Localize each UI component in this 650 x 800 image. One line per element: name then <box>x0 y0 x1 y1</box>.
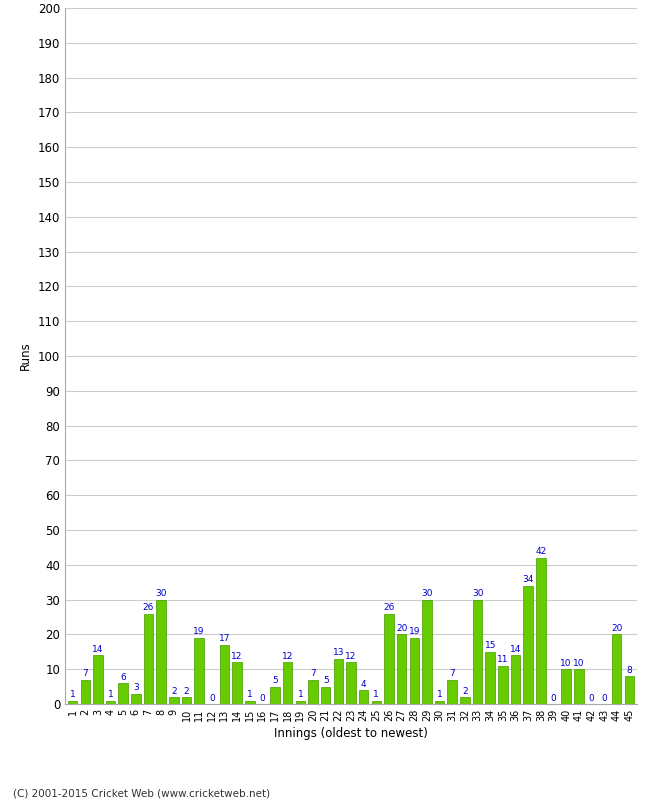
Text: 34: 34 <box>523 575 534 584</box>
Text: 13: 13 <box>333 648 344 658</box>
Text: 11: 11 <box>497 655 508 664</box>
X-axis label: Innings (oldest to newest): Innings (oldest to newest) <box>274 727 428 740</box>
Text: 19: 19 <box>408 627 420 637</box>
Text: 2: 2 <box>171 686 177 696</box>
Text: 12: 12 <box>345 652 357 661</box>
Text: 4: 4 <box>361 680 367 689</box>
Bar <box>144 614 153 704</box>
Text: 1: 1 <box>374 690 379 699</box>
Text: 10: 10 <box>560 659 572 668</box>
Text: 8: 8 <box>627 666 632 674</box>
Text: 5: 5 <box>272 676 278 686</box>
Bar <box>194 638 204 704</box>
Text: 42: 42 <box>535 547 547 557</box>
Bar <box>321 686 330 704</box>
Y-axis label: Runs: Runs <box>20 342 32 370</box>
Bar <box>410 638 419 704</box>
Bar <box>473 600 482 704</box>
Bar <box>422 600 432 704</box>
Bar <box>460 697 470 704</box>
Bar <box>296 701 305 704</box>
Bar <box>283 662 292 704</box>
Text: 2: 2 <box>184 686 189 696</box>
Text: 10: 10 <box>573 659 584 668</box>
Text: 1: 1 <box>437 690 443 699</box>
Bar <box>333 658 343 704</box>
Bar <box>498 666 508 704</box>
Bar <box>435 701 445 704</box>
Text: 20: 20 <box>611 624 623 633</box>
Bar <box>106 701 115 704</box>
Text: 14: 14 <box>510 645 521 654</box>
Text: 15: 15 <box>484 642 496 650</box>
Text: 20: 20 <box>396 624 408 633</box>
Text: 12: 12 <box>231 652 243 661</box>
Bar <box>308 680 318 704</box>
Text: 26: 26 <box>143 603 154 612</box>
Bar <box>220 645 229 704</box>
Bar <box>169 697 179 704</box>
Bar <box>81 680 90 704</box>
Bar <box>232 662 242 704</box>
Text: 3: 3 <box>133 683 138 692</box>
Bar <box>346 662 356 704</box>
Bar <box>612 634 621 704</box>
Bar <box>486 652 495 704</box>
Bar <box>245 701 255 704</box>
Bar <box>384 614 394 704</box>
Bar <box>118 683 128 704</box>
Text: 0: 0 <box>551 694 556 702</box>
Text: 30: 30 <box>421 590 433 598</box>
Bar <box>574 669 584 704</box>
Bar <box>359 690 369 704</box>
Text: 5: 5 <box>323 676 328 686</box>
Text: 0: 0 <box>209 694 214 702</box>
Text: 7: 7 <box>310 670 316 678</box>
Text: 2: 2 <box>462 686 468 696</box>
Bar <box>68 701 77 704</box>
Bar <box>93 655 103 704</box>
Text: 0: 0 <box>601 694 607 702</box>
Text: 19: 19 <box>194 627 205 637</box>
Text: 1: 1 <box>247 690 253 699</box>
Bar <box>157 600 166 704</box>
Text: 1: 1 <box>108 690 114 699</box>
Text: 0: 0 <box>259 694 265 702</box>
Text: 12: 12 <box>282 652 293 661</box>
Bar <box>562 669 571 704</box>
Bar <box>523 586 533 704</box>
Bar <box>447 680 457 704</box>
Bar <box>182 697 191 704</box>
Bar <box>270 686 280 704</box>
Text: 6: 6 <box>120 673 126 682</box>
Text: 17: 17 <box>218 634 230 643</box>
Text: 30: 30 <box>155 590 167 598</box>
Text: 30: 30 <box>472 590 484 598</box>
Bar <box>372 701 381 704</box>
Text: 7: 7 <box>83 670 88 678</box>
Text: 14: 14 <box>92 645 103 654</box>
Text: 0: 0 <box>588 694 594 702</box>
Text: (C) 2001-2015 Cricket Web (www.cricketweb.net): (C) 2001-2015 Cricket Web (www.cricketwe… <box>13 788 270 798</box>
Text: 1: 1 <box>298 690 304 699</box>
Bar <box>536 558 545 704</box>
Text: 7: 7 <box>449 670 455 678</box>
Bar <box>131 694 140 704</box>
Text: 1: 1 <box>70 690 75 699</box>
Bar <box>625 676 634 704</box>
Bar <box>511 655 520 704</box>
Bar <box>397 634 406 704</box>
Text: 26: 26 <box>384 603 395 612</box>
